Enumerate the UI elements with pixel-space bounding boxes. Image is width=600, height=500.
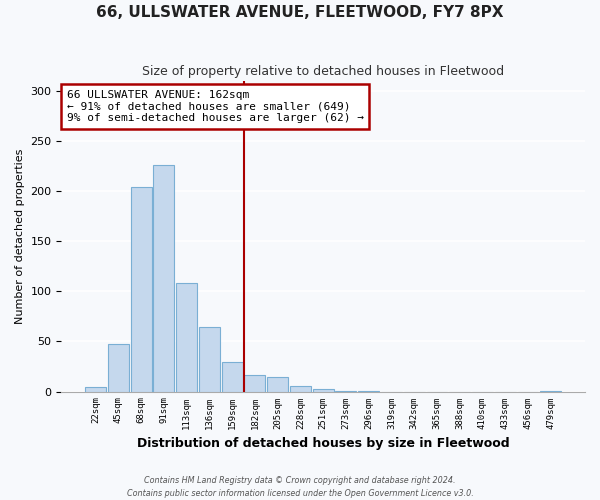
Bar (85, 386, 106, 392)
Bar (244, 374, 265, 392)
Bar (108, 344, 129, 392)
Bar (154, 165, 175, 392)
Bar (176, 283, 197, 392)
Bar (222, 362, 242, 392)
Bar (199, 328, 220, 392)
Bar (358, 390, 379, 392)
Bar (313, 388, 334, 392)
Bar (131, 187, 152, 392)
Text: 66 ULLSWATER AVENUE: 162sqm
← 91% of detached houses are smaller (649)
9% of sem: 66 ULLSWATER AVENUE: 162sqm ← 91% of det… (67, 90, 364, 123)
Bar (267, 376, 288, 392)
Bar (290, 386, 311, 392)
Title: Size of property relative to detached houses in Fleetwood: Size of property relative to detached ho… (142, 65, 504, 78)
Text: Contains HM Land Registry data © Crown copyright and database right 2024.
Contai: Contains HM Land Registry data © Crown c… (127, 476, 473, 498)
Bar (540, 390, 561, 392)
X-axis label: Distribution of detached houses by size in Fleetwood: Distribution of detached houses by size … (137, 437, 509, 450)
Y-axis label: Number of detached properties: Number of detached properties (15, 148, 25, 324)
Bar (335, 390, 356, 392)
Text: 66, ULLSWATER AVENUE, FLEETWOOD, FY7 8PX: 66, ULLSWATER AVENUE, FLEETWOOD, FY7 8PX (96, 5, 504, 20)
